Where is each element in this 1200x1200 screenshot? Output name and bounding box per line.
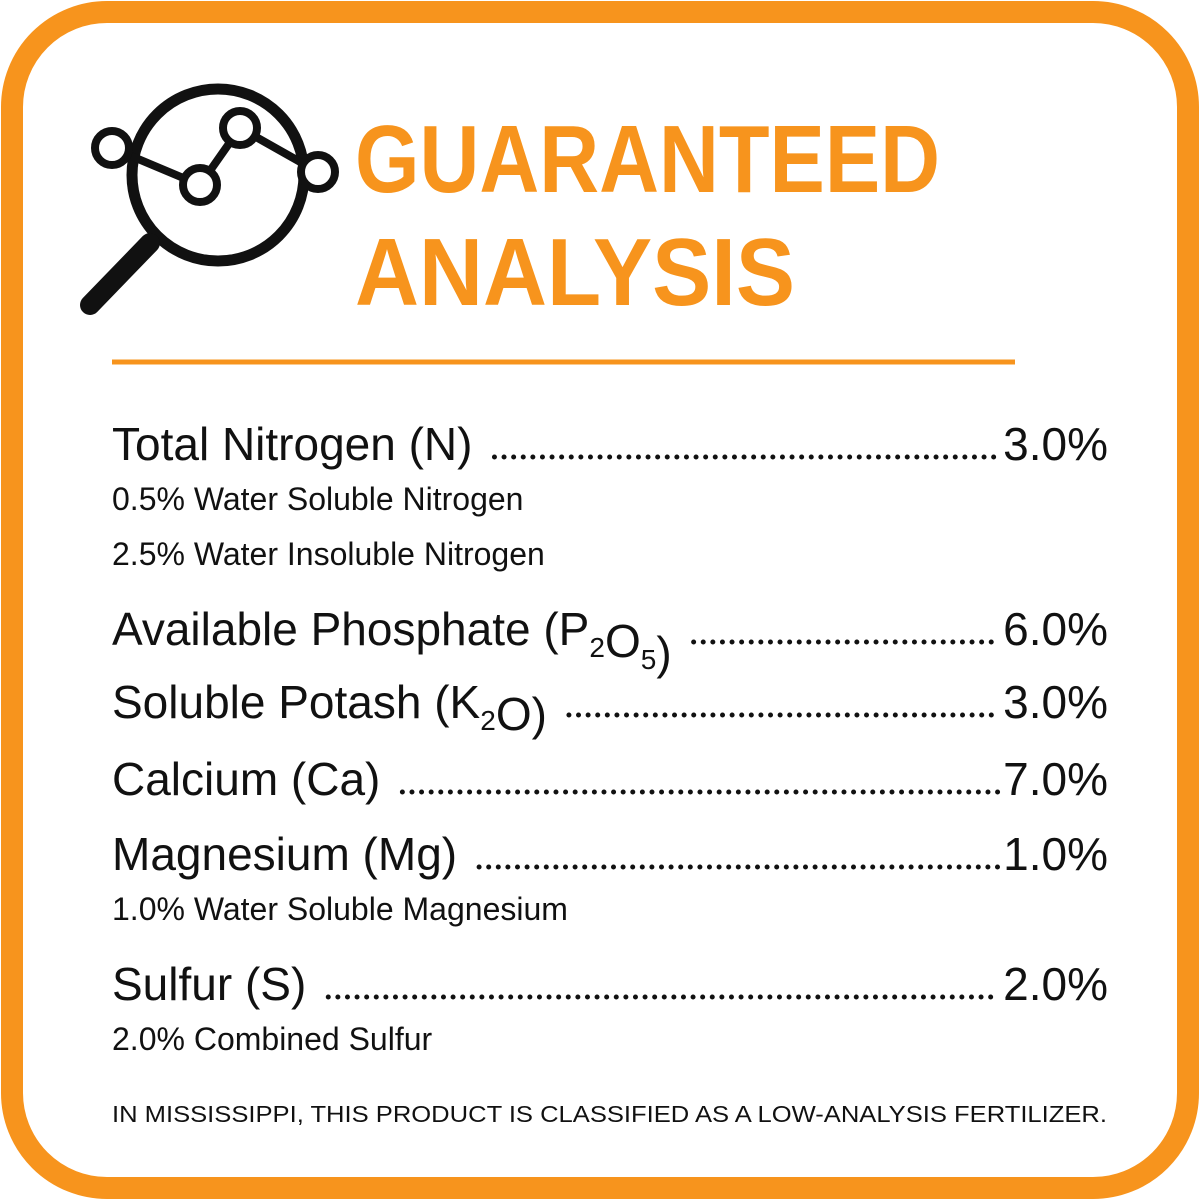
nutrient-note: 0.5% Water Soluble Nitrogen xyxy=(112,481,523,517)
nutrient-value: 6.0% xyxy=(1003,603,1108,655)
nutrient-value: 1.0% xyxy=(1003,828,1108,880)
footer-note: IN MISSISSIPPI, THIS PRODUCT IS CLASSIFI… xyxy=(112,1101,1107,1127)
name-part: O xyxy=(605,615,641,667)
title-line: GUARANTEED xyxy=(355,106,940,213)
analysis-icon xyxy=(80,83,339,315)
nutrient-value: 3.0% xyxy=(1003,418,1108,470)
nutrient-name: Available Phosphate (P2O5) xyxy=(112,603,672,679)
nutrient-note: 1.0% Water Soluble Magnesium xyxy=(112,891,568,927)
name-part: Soluble Potash (K xyxy=(112,676,481,728)
name-part: ) xyxy=(656,627,671,679)
nutrient-note: 2.0% Combined Sulfur xyxy=(112,1021,433,1057)
name-part: Magnesium (Mg) xyxy=(112,828,457,880)
title-line: ANALYSIS xyxy=(355,219,795,326)
subscript: 2 xyxy=(589,632,605,663)
nutrient-value: 7.0% xyxy=(1003,753,1108,805)
name-part: Sulfur (S) xyxy=(112,958,306,1010)
nutrient-name: Calcium (Ca) xyxy=(112,753,380,805)
name-part: Total Nitrogen (N) xyxy=(112,418,472,470)
nutrient-name: Total Nitrogen (N) xyxy=(112,418,472,470)
name-part: Available Phosphate (P xyxy=(112,603,589,655)
nutrient-name: Magnesium (Mg) xyxy=(112,828,457,880)
subscript: 5 xyxy=(641,644,657,675)
nutrient-note: 2.5% Water Insoluble Nitrogen xyxy=(112,536,545,572)
nutrient-value: 3.0% xyxy=(1003,676,1108,728)
name-part: O) xyxy=(496,688,547,740)
nutrient-value: 2.0% xyxy=(1003,958,1108,1010)
subscript: 2 xyxy=(480,705,496,736)
nutrient-name: Sulfur (S) xyxy=(112,958,306,1010)
name-part: Calcium (Ca) xyxy=(112,753,380,805)
nutrient-name: Soluble Potash (K2O) xyxy=(112,676,547,740)
